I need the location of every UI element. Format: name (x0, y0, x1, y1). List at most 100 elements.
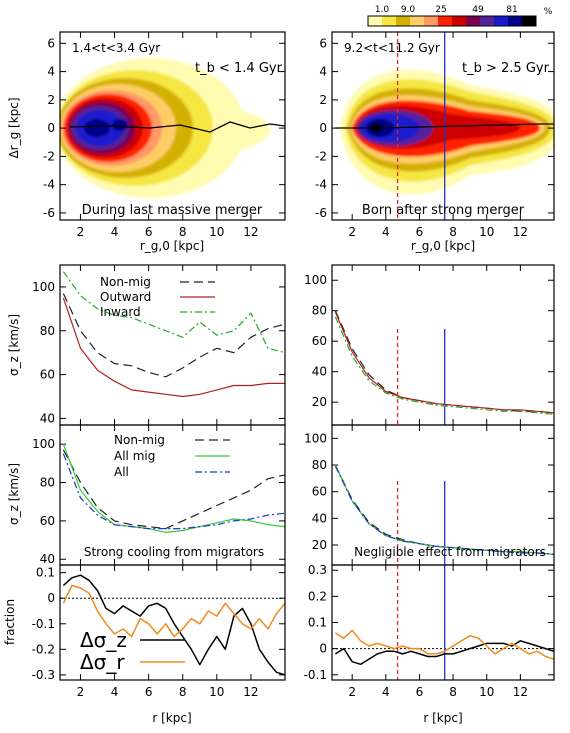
y-tick-label: -2 (43, 149, 55, 163)
caption-e: Strong cooling from migrators (84, 545, 264, 559)
colorbar-swatch (522, 16, 537, 26)
colorbar-tick-3: 25 (435, 5, 446, 15)
colorbar-swatch (424, 16, 439, 26)
panel-frame (59, 31, 286, 221)
x-tick-label: 6 (416, 685, 424, 699)
x-tick-label: 6 (416, 225, 424, 239)
x-tick-label: 8 (179, 225, 187, 239)
x-tick-label: 10 (209, 225, 224, 239)
x-tick-label: 4 (111, 685, 119, 699)
xlabel-r-h: r [kpc] (423, 711, 462, 725)
colorbar-swatch (494, 16, 509, 26)
y-tick-label: -0.1 (32, 617, 55, 631)
series-line-non-mig (62, 449, 286, 530)
x-tick-label: 2 (77, 685, 85, 699)
x-tick-label: 12 (513, 225, 528, 239)
y-tick-label: 80 (312, 304, 327, 318)
ylabel-sigma-e: σ_z [km/s] (7, 463, 21, 525)
x-tick-label: 10 (209, 685, 224, 699)
x-tick-label: 10 (479, 685, 494, 699)
series-line-outward (62, 297, 285, 398)
median-line-a (69, 121, 285, 133)
panel-frame (59, 424, 286, 566)
tb-label-b: t_b > 2.5 Gyr (462, 61, 550, 76)
y-tick-label: 0.2 (308, 589, 327, 603)
contour-a-13 (112, 119, 128, 131)
panel-frame (59, 564, 286, 681)
y-tick-label: 4 (319, 65, 327, 79)
legend-label: Δσ_r (80, 650, 125, 674)
series-line-all-mig (62, 443, 286, 534)
x-tick-label: 4 (382, 685, 390, 699)
tb-label-a: t_b < 1.4 Gyr (195, 61, 283, 76)
y-tick-label: -0.1 (304, 668, 327, 682)
y-tick-label: -4 (43, 178, 55, 192)
series-line-2 (334, 316, 555, 415)
y-tick-label: 60 (40, 368, 55, 382)
x-tick-label: 2 (348, 685, 356, 699)
panel-b: 2 4 6 8 10 12 -6 -4 -2 0 2 4 6 (315, 31, 555, 239)
caption-f: Negligible effect from migrators (354, 545, 546, 559)
x-tick-label: 12 (243, 685, 258, 699)
series-line-all (62, 453, 286, 530)
colorbar-tick-4: 49 (472, 5, 484, 15)
y-tick-label: 40 (40, 411, 55, 425)
panel-frame (331, 31, 555, 221)
legend-label: Non-mig (114, 433, 165, 447)
x-tick-label: 8 (179, 685, 187, 699)
x-tick-label: 2 (77, 225, 85, 239)
legend-label: All (114, 465, 129, 479)
x-tick-label: 4 (111, 225, 119, 239)
x-tick-label: 12 (513, 685, 528, 699)
panel-d: 20 40 60 80 100 (304, 264, 555, 426)
x-tick-label: 8 (449, 685, 457, 699)
colorbar-swatch (480, 16, 495, 26)
colorbar-swatch (368, 16, 383, 26)
series-line-1 (335, 629, 555, 660)
series-line--z (62, 574, 286, 676)
ylabel-fraction: fraction (3, 599, 17, 645)
x-tick-label: 8 (449, 225, 457, 239)
legend-label: Inward (100, 305, 141, 319)
panel-frame (331, 264, 555, 426)
colorbar-swatch (438, 16, 453, 26)
y-tick-label: 40 (312, 511, 327, 525)
y-tick-label: 80 (312, 458, 327, 472)
y-tick-label: -6 (43, 206, 55, 220)
y-tick-label: 0.1 (36, 566, 55, 580)
y-tick-label: 100 (304, 273, 327, 287)
xlabel-rg0-a: r_g,0 [kpc] (140, 239, 204, 253)
y-tick-label: -2 (315, 149, 327, 163)
y-tick-label: 80 (40, 476, 55, 490)
ylabel-sigma-c: σ_z [km/s] (7, 314, 21, 376)
y-tick-label: 4 (47, 65, 55, 79)
y-tick-label: 0 (319, 121, 327, 135)
colorbar-tick-2: 9.0 (401, 5, 416, 15)
series-line-inward (62, 271, 286, 354)
y-tick-label: -0.2 (32, 642, 55, 656)
panel-g: 2 4 6 8 10 12 -0.3 -0.2 -0.1 0 0.1 Δσ_zΔσ_r (32, 564, 286, 699)
colorbar-swatch (466, 16, 481, 26)
panel-frame (331, 564, 555, 681)
median-line-b (335, 123, 554, 129)
y-tick-label: 0 (319, 642, 327, 656)
xlabel-r-g: r [kpc] (152, 711, 191, 725)
y-tick-label: 60 (312, 334, 327, 348)
colorbar-swatch (382, 16, 397, 26)
heatmap-b (335, 69, 554, 195)
panel-frame (59, 264, 286, 426)
colorbar (367, 15, 537, 27)
heatmap-a (60, 58, 285, 198)
y-tick-label: 0 (47, 121, 55, 135)
contour-a-12 (84, 119, 110, 137)
y-tick-label: 0.3 (308, 563, 327, 577)
xlabel-rg0-b: r_g,0 [kpc] (411, 239, 475, 253)
y-tick-label: 2 (319, 93, 327, 107)
series-line-non-mig (62, 293, 286, 378)
y-tick-label: -6 (315, 206, 327, 220)
panel-e: 40 60 80 100 Non-mig All mig All (32, 424, 286, 566)
y-tick-label: -0.3 (32, 668, 55, 682)
y-tick-label: 60 (312, 485, 327, 499)
